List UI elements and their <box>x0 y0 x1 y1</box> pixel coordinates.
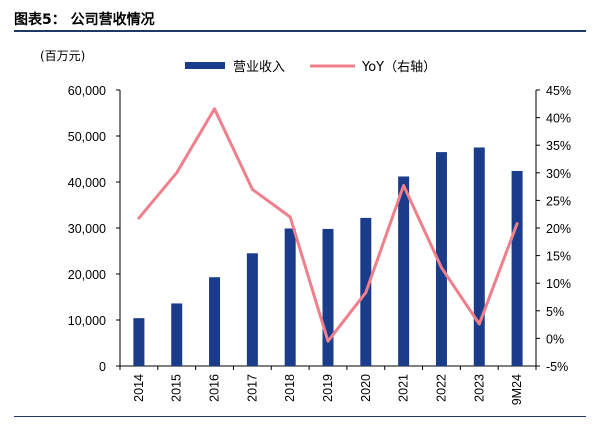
chart-title: 图表5： 公司营收情况 <box>14 12 155 28</box>
x-tick-label: 2015 <box>170 374 184 402</box>
x-tick-label: 2020 <box>359 374 373 402</box>
x-tick-label: 2018 <box>283 374 297 402</box>
legend: 营业收入 YoY（右轴） <box>185 60 436 75</box>
right-tick-label: -5% <box>546 360 568 374</box>
x-tick-label: 2017 <box>245 374 259 402</box>
x-tick-labels: 2014 2015 2016 2017 2018 2019 2020 2021 2022 2023… <box>132 374 524 405</box>
right-tick-label: 10% <box>546 277 571 291</box>
bar <box>246 253 258 366</box>
x-tick-label: 9M24 <box>510 374 524 405</box>
right-tick-label: 15% <box>546 250 571 264</box>
left-axis-unit: (百万元) <box>40 49 85 63</box>
right-tick-label: 45% <box>546 84 571 98</box>
right-tick-label: 25% <box>546 194 571 208</box>
bar <box>133 318 145 366</box>
legend-swatch-bar <box>185 62 225 69</box>
bar <box>322 228 334 366</box>
right-tick-label: 20% <box>546 222 571 236</box>
x-tick-label: 2021 <box>397 374 411 402</box>
x-tick-label: 2014 <box>132 374 146 402</box>
right-tick-label: 40% <box>546 112 571 126</box>
right-tick-label: 5% <box>546 305 564 319</box>
bottom-rule <box>14 416 586 417</box>
bar <box>284 228 296 366</box>
left-tick-label: 40,000 <box>68 176 106 190</box>
x-tick-label: 2019 <box>321 374 335 402</box>
right-tick-label: 30% <box>546 167 571 181</box>
x-tick-label: 2016 <box>208 374 222 402</box>
left-tick-label: 50,000 <box>68 130 106 144</box>
legend-label-yoy: YoY（右轴） <box>361 60 436 75</box>
legend-label-revenue: 营业收入 <box>233 60 285 75</box>
right-tick-label: 0% <box>546 332 564 346</box>
bar <box>473 147 485 366</box>
left-tick-label: 60,000 <box>68 84 106 98</box>
left-tick-label: 0 <box>99 360 106 374</box>
axes: 0 10,000 20,000 30,000 40,000 50,000 60,000 -5%… <box>68 84 571 374</box>
bar <box>435 152 447 366</box>
x-tick-label: 2022 <box>434 374 448 402</box>
bar <box>398 176 410 366</box>
left-tick-label: 20,000 <box>68 268 106 282</box>
bar <box>209 277 221 366</box>
left-tick-label: 30,000 <box>68 222 106 236</box>
left-tick-label: 10,000 <box>68 314 106 328</box>
line-series <box>137 107 519 343</box>
bar <box>171 303 183 366</box>
x-tick-label: 2023 <box>472 374 486 402</box>
bar-series <box>133 147 523 366</box>
right-tick-label: 35% <box>546 139 571 153</box>
bar <box>511 170 523 366</box>
title-rule <box>14 30 586 32</box>
